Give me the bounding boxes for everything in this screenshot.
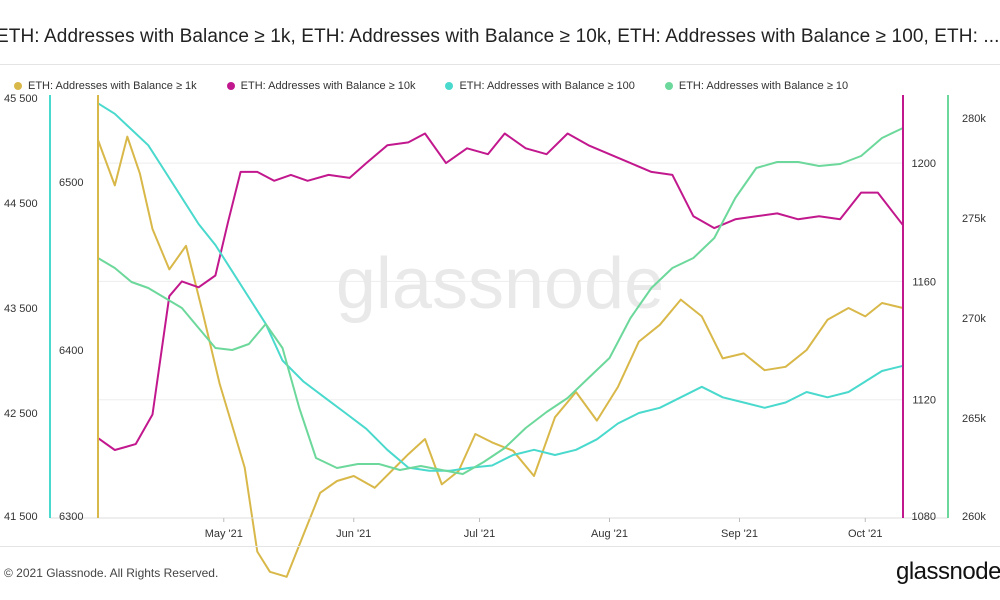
y-tick-left_inner-1: 6400 [59, 345, 83, 357]
legend-label-10k: ETH: Addresses with Balance ≥ 10k [240, 80, 416, 92]
copyright: © 2021 Glassnode. All Rights Reserved. [4, 566, 219, 580]
x-tick-label-4: Sep '21 [721, 528, 758, 540]
legend-dot-10k [226, 82, 235, 90]
legend-item-1k[interactable]: ETH: Addresses with Balance ≥ 1k [14, 80, 197, 92]
x-tick-label-3: Aug '21 [591, 528, 628, 540]
y-tick-right_outer-4: 260k [962, 511, 986, 523]
series-line-2 [97, 102, 904, 472]
series-line-3 [97, 127, 904, 475]
legend-dot-10 [664, 82, 673, 90]
legend-item-10[interactable]: ETH: Addresses with Balance ≥ 10 [664, 80, 849, 92]
series-layer [97, 102, 904, 578]
y-tick-right_inner-2: 1120 [912, 395, 936, 407]
legend-label-10: ETH: Addresses with Balance ≥ 10 [678, 80, 849, 92]
y-tick-right_outer-0: 280k [962, 113, 986, 125]
chart-title: ETH: Addresses with Balance ≥ 1k, ETH: A… [0, 26, 1000, 47]
y-tick-right_inner-0: 1200 [912, 158, 936, 170]
y-tick-right_outer-2: 270k [962, 313, 986, 325]
x-tick-label-2: Jul '21 [464, 528, 495, 540]
header-divider [0, 64, 1000, 65]
y-tick-left_outer-1: 44 500 [4, 198, 38, 210]
y-tick-left_outer-4: 41 500 [4, 511, 38, 523]
y-tick-right_outer-1: 275k [962, 213, 986, 225]
footer-divider [0, 546, 1000, 547]
legend-label-100: ETH: Addresses with Balance ≥ 100 [459, 80, 635, 92]
brand-logo: glassnode [896, 558, 1000, 585]
y-tick-right_outer-3: 265k [962, 413, 986, 425]
legend-item-10k[interactable]: ETH: Addresses with Balance ≥ 10k [226, 80, 416, 92]
legend-dot-100 [445, 82, 454, 90]
legend-dot-1k [14, 82, 22, 90]
chart-legend: ETH: Addresses with Balance ≥ 1k ETH: Ad… [14, 80, 878, 92]
legend-label-1k: ETH: Addresses with Balance ≥ 1k [28, 80, 197, 92]
chart-grid [98, 162, 903, 519]
x-tick-label-0: May '21 [205, 528, 243, 540]
watermark: glassnode [336, 244, 664, 324]
y-tick-left_inner-2: 6300 [59, 511, 83, 523]
series-line-0 [97, 135, 904, 578]
y-tick-right_inner-1: 1160 [912, 276, 936, 288]
y-tick-left_outer-2: 43 500 [4, 303, 38, 315]
y-tick-right_inner-3: 1080 [912, 511, 936, 523]
y-tick-left_outer-3: 42 500 [4, 408, 38, 420]
chart-axes: May '21 Jun '21 Jul '21 Aug '21 Sep '21 Oct '… [4, 93, 986, 540]
y-tick-left_inner-0: 6500 [59, 177, 83, 189]
y-tick-left_outer-0: 45 500 [4, 93, 38, 105]
legend-item-100[interactable]: ETH: Addresses with Balance ≥ 100 [445, 80, 635, 92]
x-tick-label-5: Oct '21 [848, 528, 883, 540]
series-line-1 [97, 132, 904, 451]
x-tick-label-1: Jun '21 [336, 528, 371, 540]
